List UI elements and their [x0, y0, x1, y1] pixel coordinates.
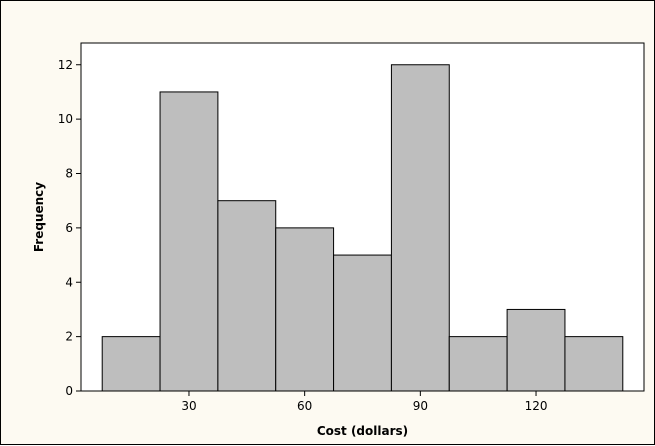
x-tick-label: 120	[525, 399, 548, 413]
x-tick-label: 60	[297, 399, 312, 413]
histogram-bar	[564, 336, 624, 392]
histogram-bar	[275, 227, 335, 392]
y-tick-label: 10	[58, 112, 73, 126]
histogram-bar	[448, 336, 508, 392]
y-tick-label: 8	[65, 167, 73, 181]
histogram-bar	[390, 64, 450, 392]
y-axis-title: Frequency	[32, 182, 46, 252]
bars-group	[101, 64, 624, 392]
axes-group: 0 2 4 6 8 10 12 30 60 90 120	[58, 58, 548, 413]
y-tick-label: 0	[65, 384, 73, 398]
y-tick-label: 2	[65, 330, 73, 344]
histogram-bar	[333, 254, 392, 392]
histogram-bar	[506, 308, 566, 392]
y-tick-label: 12	[58, 58, 73, 72]
x-axis-title: Cost (dollars)	[317, 424, 408, 438]
x-tick-label: 30	[181, 399, 196, 413]
y-tick-label: 4	[65, 275, 73, 289]
histogram-bar	[159, 91, 219, 392]
y-tick-label: 6	[65, 221, 73, 235]
histogram-bar	[217, 200, 277, 392]
histogram-bar	[101, 336, 161, 392]
x-tick-label: 90	[413, 399, 428, 413]
